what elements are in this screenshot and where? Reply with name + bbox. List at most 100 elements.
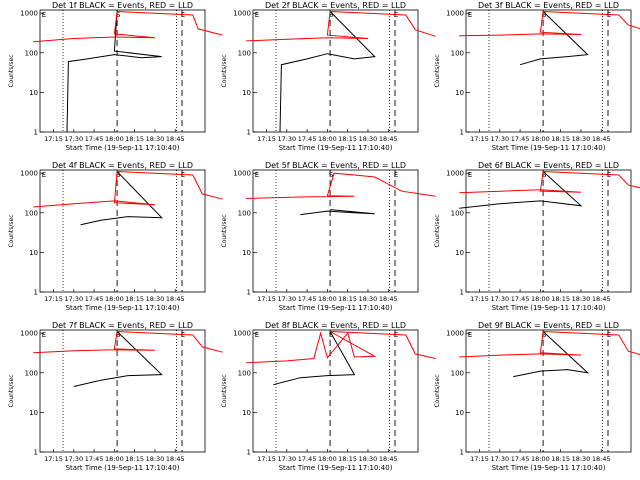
top-marker-label: E	[255, 171, 259, 179]
x-axis-label: Start Time (19-Sep-11 17:10:40)	[279, 144, 393, 152]
top-marker-label: S	[542, 11, 547, 19]
x-tick-label: 17:45	[298, 135, 317, 143]
x-tick-label: 18:15	[551, 455, 570, 463]
x-tick-label: 18:00	[105, 455, 124, 463]
x-tick-label: 17:15	[44, 295, 63, 303]
y-tick-label: 100	[25, 209, 38, 217]
series-line-lld	[246, 10, 436, 42]
panel-det-7: Det 7f BLACK = Events, RED = LLD Counts/s…	[8, 321, 223, 472]
x-tick-label: 18:30	[572, 455, 591, 463]
y-tick-label: 100	[451, 369, 464, 377]
y-tick-label: 1	[247, 449, 251, 457]
y-axis-label: Counts/sec	[221, 374, 228, 407]
panel-det-9: Det 9f BLACK = Events, RED = LLD Counts/s…	[434, 321, 640, 472]
y-tick-label: 1000	[446, 170, 464, 178]
chart-title: Det 4f BLACK = Events, RED = LLD	[52, 161, 193, 170]
x-tick-label: 17:45	[85, 455, 104, 463]
x-axis-label: Start Time (19-Sep-11 17:10:40)	[66, 144, 180, 152]
x-tick-label: 17:30	[490, 295, 509, 303]
top-marker-label: E	[255, 331, 259, 339]
top-marker-label: S	[542, 171, 547, 179]
y-axis-label: Counts/sec	[434, 54, 441, 87]
y-tick-label: 10	[242, 249, 251, 257]
series-line-events	[273, 331, 356, 386]
y-axis-label: Counts/sec	[434, 374, 441, 407]
panel-det-2: Det 2f BLACK = Events, RED = LLD Counts/s…	[221, 1, 436, 152]
x-tick-label: 18:15	[551, 135, 570, 143]
plot-frame	[252, 9, 419, 133]
plot-frame	[252, 169, 419, 293]
x-tick-label: 17:15	[470, 455, 489, 463]
x-tick-label: 18:15	[125, 455, 144, 463]
series-line-lld	[33, 170, 223, 208]
top-marker-label: E	[468, 11, 472, 19]
y-axis-label: Counts/sec	[8, 54, 15, 87]
series-line-events	[66, 11, 162, 133]
x-tick-label: 17:45	[511, 295, 530, 303]
x-tick-label: 17:15	[257, 295, 276, 303]
top-marker-label: E	[42, 11, 46, 19]
top-marker-label: E	[255, 11, 259, 19]
plot-frame	[465, 169, 632, 293]
x-axis-label: Start Time (19-Sep-11 17:10:40)	[66, 304, 180, 312]
top-marker-label: S	[116, 171, 121, 179]
series-line-lld	[459, 10, 640, 37]
y-tick-label: 1	[247, 289, 251, 297]
x-tick-label: 18:00	[105, 135, 124, 143]
x-tick-label: 17:45	[511, 135, 530, 143]
x-tick-label: 17:30	[277, 295, 296, 303]
chart-title: Det 3f BLACK = Events, RED = LLD	[478, 1, 619, 10]
top-marker-label: E	[468, 171, 472, 179]
x-axis-label: Start Time (19-Sep-11 17:10:40)	[279, 464, 393, 472]
x-tick-label: 17:15	[470, 135, 489, 143]
chart-title: Det 7f BLACK = Events, RED = LLD	[52, 321, 193, 330]
plot-frame	[39, 329, 206, 453]
y-tick-label: 100	[238, 369, 251, 377]
x-tick-label: 18:15	[338, 295, 357, 303]
series-line-events	[513, 331, 590, 378]
y-tick-label: 1	[460, 129, 464, 137]
y-tick-label: 100	[451, 209, 464, 217]
y-tick-label: 10	[455, 249, 464, 257]
series-line-events	[519, 11, 589, 66]
y-axis-label: Counts/sec	[434, 214, 441, 247]
series-line-lld	[459, 170, 640, 194]
x-tick-label: 17:30	[490, 455, 509, 463]
y-tick-label: 10	[29, 249, 38, 257]
x-tick-label: 18:45	[379, 295, 398, 303]
x-tick-label: 18:45	[166, 135, 185, 143]
x-axis-label: Start Time (19-Sep-11 17:10:40)	[66, 464, 180, 472]
chart-title: Det 1f BLACK = Events, RED = LLD	[52, 1, 193, 10]
x-tick-label: 17:45	[511, 455, 530, 463]
y-tick-label: 100	[238, 49, 251, 57]
x-tick-label: 18:15	[338, 135, 357, 143]
y-axis-label: Counts/sec	[221, 214, 228, 247]
y-tick-label: 1	[34, 449, 38, 457]
panel-det-4: Det 4f BLACK = Events, RED = LLD Counts/s…	[8, 161, 223, 312]
x-tick-label: 17:15	[257, 135, 276, 143]
top-marker-label: E	[394, 171, 398, 179]
plot-frame	[39, 169, 206, 293]
y-tick-label: 1	[460, 289, 464, 297]
x-tick-label: 17:45	[298, 455, 317, 463]
x-axis-label: Start Time (19-Sep-11 17:10:40)	[492, 304, 606, 312]
x-tick-label: 17:15	[470, 295, 489, 303]
x-axis-label: Start Time (19-Sep-11 17:10:40)	[492, 144, 606, 152]
panel-det-5: Det 5f BLACK = Events, RED = LLD Counts/s…	[221, 161, 436, 312]
panel-det-1: Det 1f BLACK = Events, RED = LLD Counts/s…	[8, 1, 223, 152]
top-marker-label: E	[42, 171, 46, 179]
x-tick-label: 17:30	[490, 135, 509, 143]
x-tick-label: 17:15	[44, 135, 63, 143]
y-tick-label: 1	[247, 129, 251, 137]
y-tick-label: 1000	[446, 10, 464, 18]
x-tick-label: 17:15	[257, 455, 276, 463]
x-tick-label: 18:45	[166, 455, 185, 463]
series-line-lld	[459, 330, 640, 358]
x-tick-label: 18:45	[592, 135, 611, 143]
y-tick-label: 1000	[446, 330, 464, 338]
plot-frame	[252, 329, 419, 453]
x-tick-label: 18:00	[318, 455, 337, 463]
series-line-events	[73, 331, 163, 387]
y-tick-label: 1	[460, 449, 464, 457]
y-axis-label: Counts/sec	[8, 374, 15, 407]
